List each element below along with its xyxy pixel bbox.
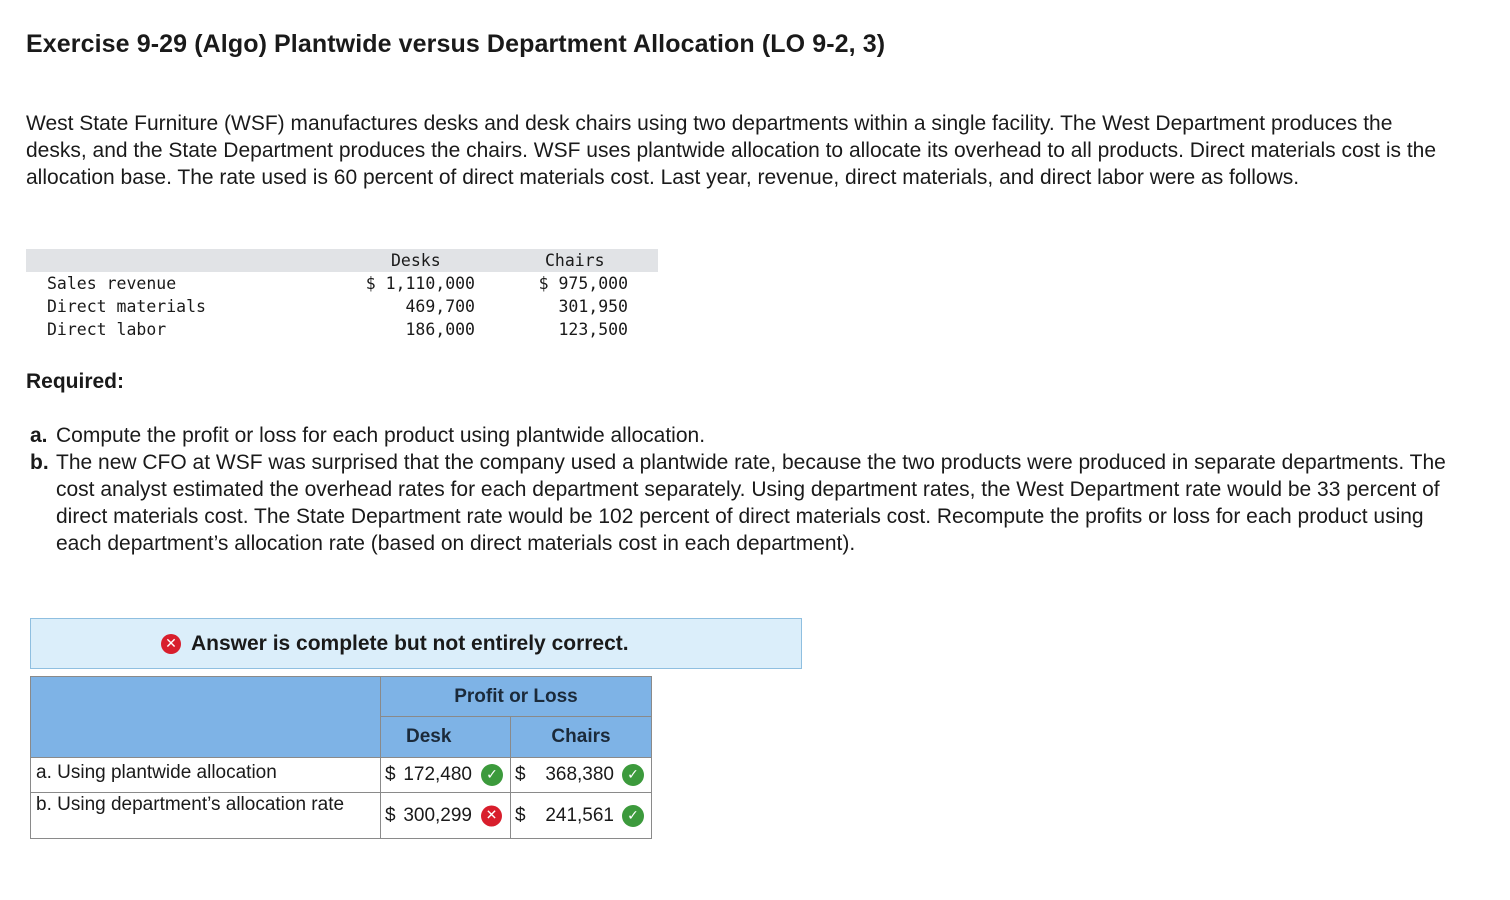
cost-row-direct-labor: Direct labor 186,000 123,500 <box>26 318 658 341</box>
currency-symbol: $ <box>385 764 396 785</box>
check-icon: ✓ <box>481 764 503 786</box>
answer-row-plantwide: a. Using plantwide allocation $ 172,480 … <box>30 757 652 793</box>
cost-data-header: Desks Chairs <box>26 249 658 272</box>
check-icon: ✓ <box>622 804 644 827</box>
answer-status-text: Answer is complete but not entirely corr… <box>191 632 629 655</box>
desk-answer-cell[interactable]: $ 172,480 ✓ <box>380 757 511 793</box>
x-circle-icon: ✕ <box>161 634 181 654</box>
chairs-answer-cell[interactable]: $ 368,380 ✓ <box>510 757 652 793</box>
currency-symbol: $ <box>515 764 526 785</box>
required-heading: Required: <box>26 370 125 393</box>
currency-symbol: $ <box>515 804 526 826</box>
answer-table: Profit or Loss Desk Chairs a. Using plan… <box>30 676 652 839</box>
requirement-label: b. <box>30 451 49 474</box>
requirements-list: a. Compute the profit or loss for each p… <box>30 422 1450 557</box>
desks-value: 186,000 <box>405 320 475 339</box>
chairs-answer-cell[interactable]: $ 241,561 ✓ <box>510 792 652 839</box>
row-label: Direct materials <box>47 297 206 316</box>
row-label: Direct labor <box>47 320 167 339</box>
problem-intro: West State Furniture (WSF) manufactures … <box>26 112 1437 189</box>
requirement-label: a. <box>30 424 48 447</box>
desk-answer-value: 172,480 <box>403 764 472 785</box>
desk-answer-value: 300,299 <box>403 804 472 826</box>
profit-or-loss-header: Profit or Loss <box>380 676 652 717</box>
check-icon: ✓ <box>622 764 644 786</box>
answer-row-label: a. Using plantwide allocation <box>30 757 381 793</box>
chairs-value: $ 975,000 <box>538 274 628 293</box>
chairs-answer-value: 368,380 <box>545 764 614 785</box>
requirement-b: b. The new CFO at WSF was surprised that… <box>30 449 1450 557</box>
answer-status-banner: ✕ Answer is complete but not entirely co… <box>30 618 802 669</box>
requirement-text: The new CFO at WSF was surprised that th… <box>56 451 1446 555</box>
requirement-a: a. Compute the profit or loss for each p… <box>30 422 1450 449</box>
answer-table-corner <box>30 676 381 758</box>
currency-symbol: $ <box>385 804 396 826</box>
chairs-value: 123,500 <box>558 320 628 339</box>
column-header-desks: Desks <box>391 251 441 270</box>
column-header-desk: Desk <box>380 716 511 758</box>
chairs-answer-value: 241,561 <box>545 804 614 826</box>
chairs-value: 301,950 <box>558 297 628 316</box>
desk-answer-cell[interactable]: $ 300,299 ✕ <box>380 792 511 839</box>
answer-row-label: b. Using department’s allocation rate <box>30 792 381 839</box>
desks-value: 469,700 <box>405 297 475 316</box>
cost-data-table: Desks Chairs Sales revenue $ 1,110,000 $… <box>26 249 658 341</box>
x-circle-icon: ✕ <box>481 805 502 826</box>
desks-value: $ 1,110,000 <box>365 274 475 293</box>
exercise-title: Exercise 9-29 (Algo) Plantwide versus De… <box>26 30 886 58</box>
column-header-chairs: Chairs <box>510 716 652 758</box>
cost-row-sales-revenue: Sales revenue $ 1,110,000 $ 975,000 <box>26 272 658 295</box>
requirement-text: Compute the profit or loss for each prod… <box>56 424 706 447</box>
cost-row-direct-materials: Direct materials 469,700 301,950 <box>26 295 658 318</box>
row-label: Sales revenue <box>47 274 177 293</box>
column-header-chairs: Chairs <box>545 251 605 270</box>
answer-row-department: b. Using department’s allocation rate $ … <box>30 792 652 839</box>
